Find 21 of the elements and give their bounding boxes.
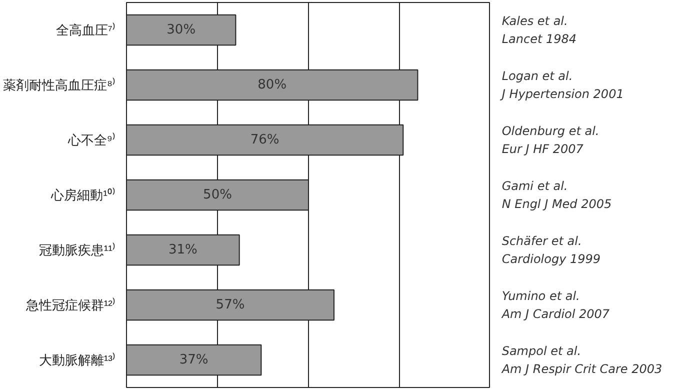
text: Kales et al. Lancet 1984 (502, 14, 577, 46)
y-tick-label: 薬剤耐性高血圧症⁸⁾ (3, 78, 116, 92)
text: Logan et al. J Hypertension 2001 (500, 68, 624, 102)
text: Yumino et al. Am J Cardiol 2007 (500, 288, 610, 322)
text: Gami et al. N Engl J Med 2005 (502, 178, 612, 212)
y-tick-label: 大動脈解離¹³⁾ (38, 352, 116, 368)
data-label: 30% (166, 22, 196, 38)
y-tick-label: 急性冠症候群¹²⁾ (24, 298, 116, 312)
data-label: 50% (203, 188, 232, 202)
data-label: 76% (250, 132, 280, 148)
y-tick-label: 心房細動¹⁰⁾ (50, 188, 116, 202)
y-tick-label: 冠動脈疾患¹¹⁾ (38, 242, 116, 258)
data-label: 31% (168, 242, 198, 258)
text: Sampol et al. Am J Respir Crit Care 2003 (500, 344, 662, 376)
data-label: 80% (258, 78, 287, 92)
text: Schäfer et al. Cardiology 1999 (502, 234, 601, 266)
data-label: 57% (216, 298, 245, 312)
y-tick-label: 心不全⁹⁾ (66, 132, 116, 148)
text: Oldenburg et al. Eur J HF 2007 (502, 124, 600, 156)
data-label: 37% (179, 352, 208, 368)
y-tick-label: 全高血圧⁷⁾ (56, 22, 116, 38)
